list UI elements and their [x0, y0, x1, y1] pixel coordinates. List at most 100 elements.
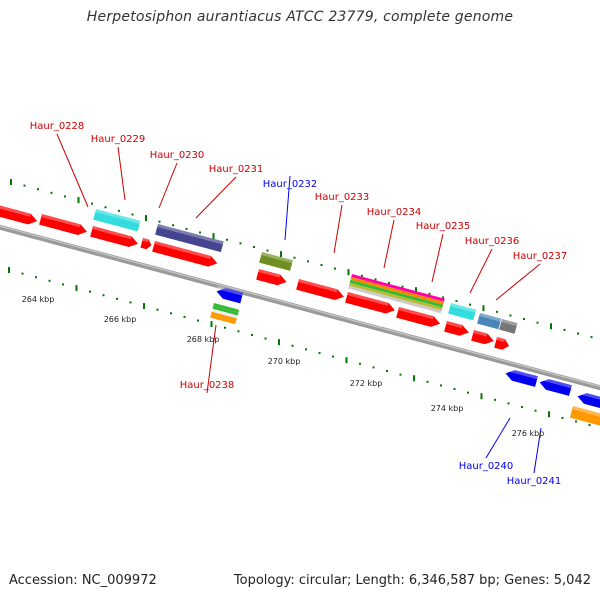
tick-lower [521, 406, 523, 409]
tick-upper [293, 256, 296, 259]
tick-lower [291, 344, 294, 347]
tick-lower [102, 294, 105, 297]
page-title: Herpetosiphon aurantiacus ATCC 23779, co… [86, 9, 514, 25]
gene-label-haur-0235[interactable]: Haur_0235 [416, 221, 471, 232]
tick-lower [413, 375, 415, 382]
accession-label: Accession: NC_009972 [9, 573, 157, 588]
tick-lower [129, 301, 132, 304]
tick-lower [62, 283, 64, 286]
tick-upper [496, 310, 498, 313]
tick-upper [131, 213, 134, 216]
gene-haur-0240 [505, 368, 538, 387]
tick-upper [158, 220, 161, 223]
tick-upper [469, 303, 471, 306]
tick-upper [536, 321, 539, 324]
gene-label-haur-0241[interactable]: Haur_0241 [507, 476, 562, 487]
tick-upper [307, 260, 309, 263]
gene-label-haur-0231[interactable]: Haur_0231 [209, 164, 264, 175]
gene-haur-0228b [39, 214, 87, 235]
gene-haur-0241 [569, 406, 600, 427]
tick-lower [467, 391, 469, 394]
tick-lower [48, 279, 51, 282]
tick-upper [482, 305, 485, 312]
tick-upper [226, 238, 228, 241]
tick-upper [509, 314, 512, 317]
gene-haur-0232b [210, 303, 240, 325]
gene-label-haur-0236[interactable]: Haur_0236 [465, 236, 520, 247]
gene-haur-0238 [477, 313, 502, 330]
tick-lower [8, 267, 10, 273]
tick-upper [37, 188, 39, 191]
gene-haur-0240c [577, 391, 600, 409]
gene-haur-0228 [0, 205, 38, 225]
gene-label-haur-0237[interactable]: Haur_0237 [513, 251, 568, 262]
gene-haur-0236c [471, 330, 494, 345]
tick-upper [10, 179, 12, 185]
tick-upper [415, 287, 417, 294]
tick-upper [145, 215, 147, 222]
tick-upper [563, 328, 566, 331]
tick-lower [575, 420, 577, 423]
scale-ticks [8, 179, 593, 427]
tick-lower [332, 355, 334, 358]
gene-label-haur-0233[interactable]: Haur_0233 [315, 192, 370, 203]
tick-lower [264, 337, 267, 340]
gene-haur-0238b [499, 319, 518, 334]
gene-haur-0230 [90, 226, 138, 247]
scale-label: 274 kbp [431, 404, 464, 413]
tick-lower [399, 373, 402, 376]
tick-lower [21, 272, 24, 275]
gene-label-haur-0234[interactable]: Haur_0234 [367, 207, 422, 218]
tick-upper [577, 332, 579, 335]
gene-label-haur-0238[interactable]: Haur_0238 [180, 380, 235, 391]
tick-lower [345, 357, 348, 364]
tick-lower [197, 319, 199, 322]
tick-lower [588, 424, 591, 427]
tick-upper [172, 224, 174, 227]
tick-upper [401, 285, 404, 288]
gene-label-haur-0230[interactable]: Haur_0230 [150, 150, 205, 161]
tick-upper [347, 269, 350, 276]
tick-lower [507, 402, 510, 405]
tick-upper [104, 206, 107, 209]
gene-label-haur-0240[interactable]: Haur_0240 [459, 461, 514, 472]
tick-upper [442, 296, 444, 299]
tick-lower [183, 315, 186, 318]
tick-upper [266, 249, 269, 252]
gene-haur-0229 [93, 209, 141, 232]
tick-lower [480, 393, 483, 400]
gene-haur-0236b [444, 321, 469, 336]
tick-upper [280, 251, 282, 258]
tick-upper [374, 278, 377, 281]
gene-haur-0230b [140, 238, 152, 250]
tick-upper [253, 245, 255, 248]
gene-haur-0230c [152, 241, 218, 267]
scale-label: 276 kbp [512, 429, 545, 438]
tick-lower [35, 276, 37, 279]
tick-lower [278, 339, 280, 346]
tick-lower [89, 290, 91, 293]
label-leaders [56, 133, 542, 474]
gene-label-haur-0228[interactable]: Haur_0228 [30, 121, 85, 132]
tick-lower [237, 330, 240, 333]
tick-lower [453, 388, 456, 391]
tick-upper [388, 282, 390, 285]
tick-lower [561, 416, 564, 419]
tick-upper [361, 274, 363, 277]
tick-lower [170, 312, 172, 315]
tick-upper [199, 231, 201, 234]
tick-upper [550, 323, 552, 330]
tick-upper [77, 197, 80, 204]
genome-backbone [0, 224, 600, 391]
gene-haur-0231 [155, 224, 224, 253]
tick-upper [185, 227, 188, 230]
tick-lower [156, 308, 159, 311]
gene-haur-0236d [494, 337, 510, 350]
gene-features [0, 205, 600, 427]
tick-lower [426, 380, 429, 383]
tick-lower [224, 326, 226, 329]
gene-label-haur-0229[interactable]: Haur_0229 [91, 134, 146, 145]
tick-lower [75, 285, 78, 292]
gene-label-haur-0232[interactable]: Haur_0232 [263, 179, 318, 190]
scale-label: 272 kbp [350, 379, 383, 388]
